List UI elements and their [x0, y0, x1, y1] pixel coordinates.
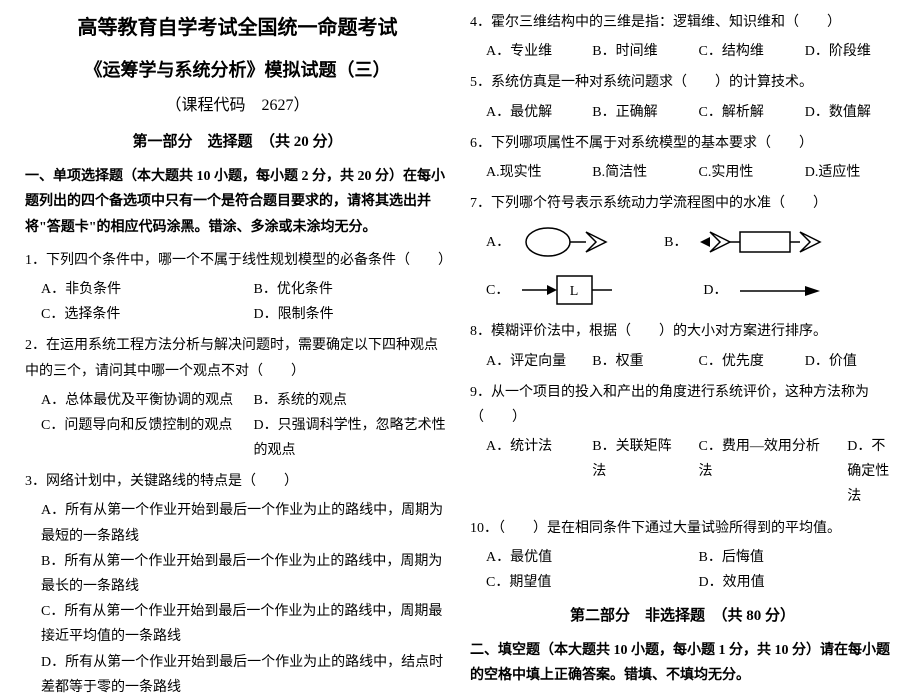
q7-opt-d-label: D．	[687, 278, 727, 303]
q3-opt-c: C．所有从第一个作业开始到最后一个作业为止的路线中，周期最接近平均值的一条路线	[25, 599, 450, 649]
svg-text:L: L	[570, 284, 579, 299]
question-4: 4．霍尔三维结构中的三维是指：逻辑维、知识维和（ ） A．专业维 B．时间维 C…	[470, 10, 895, 64]
q10-text: 10．（ ）是在相同条件下通过大量试验所得到的平均值。	[470, 516, 895, 541]
q5-opt-b: B．正确解	[576, 100, 682, 125]
question-8: 8．模糊评价法中，根据（ ）的大小对方案进行排序。 A．评定向量 B．权重 C．…	[470, 319, 895, 373]
left-column: 高等教育自学考试全国统一命题考试 《运筹学与系统分析》模拟试题（三） （课程代码…	[15, 10, 460, 641]
q1-text: 1．下列四个条件中，哪一个不属于线性规划模型的必备条件（ ）	[25, 248, 450, 273]
diagram-a-icon	[518, 222, 618, 262]
q2-opt-c: C．问题导向和反馈控制的观点	[25, 413, 238, 463]
diagram-c-icon: L	[517, 268, 617, 313]
q2-opt-a: A．总体最优及平衡协调的观点	[25, 388, 238, 413]
part1-header: 第一部分 选择题 （共 20 分）	[25, 129, 450, 156]
question-2: 2．在运用系统工程方法分析与解决问题时，需要确定以下四种观点中的三个，请问其中哪…	[25, 333, 450, 463]
q9-opt-b: B．关联矩阵法	[576, 434, 682, 510]
q10-opt-b: B．后悔值	[683, 545, 896, 570]
q6-opt-d: D.适应性	[789, 160, 895, 185]
q1-opt-a: A．非负条件	[25, 277, 238, 302]
diagram-b-icon	[695, 222, 825, 262]
q1-opt-b: B．优化条件	[238, 277, 451, 302]
q5-opt-d: D．数值解	[789, 100, 895, 125]
q6-text: 6．下列哪项属性不属于对系统模型的基本要求（ ）	[470, 131, 895, 156]
q4-opt-d: D．阶段维	[789, 39, 895, 64]
question-1: 1．下列四个条件中，哪一个不属于线性规划模型的必备条件（ ） A．非负条件 B．…	[25, 248, 450, 328]
q4-opt-a: A．专业维	[470, 39, 576, 64]
q1-opt-d: D．限制条件	[238, 302, 451, 327]
diagram-d-icon	[735, 276, 825, 306]
q5-opt-a: A．最优解	[470, 100, 576, 125]
q8-opt-c: C．优先度	[683, 349, 789, 374]
q3-opt-b: B．所有从第一个作业开始到最后一个作业为止的路线中，周期为最长的一条路线	[25, 549, 450, 599]
q7-opt-b-label: B．	[648, 230, 687, 255]
q2-text: 2．在运用系统工程方法分析与解决问题时，需要确定以下四种观点中的三个，请问其中哪…	[25, 333, 450, 383]
q2-opt-d: D．只强调科学性，忽略艺术性的观点	[238, 413, 451, 463]
section1-instruction: 一、单项选择题（本大题共 10 小题，每小题 2 分，共 20 分）在每小题列出…	[25, 164, 450, 240]
q9-opt-c: C．费用—效用分析法	[683, 434, 832, 510]
q3-opt-a: A．所有从第一个作业开始到最后一个作业为止的路线中，周期为最短的一条路线	[25, 498, 450, 548]
q6-opt-a: A.现实性	[470, 160, 576, 185]
question-5: 5．系统仿真是一种对系统问题求（ ）的计算技术。 A．最优解 B．正确解 C．解…	[470, 70, 895, 124]
q7-text: 7．下列哪个符号表示系统动力学流程图中的水准（ ）	[470, 191, 895, 216]
q10-opt-c: C．期望值	[470, 570, 683, 595]
part2-header: 第二部分 非选择题 （共 80 分）	[470, 603, 895, 630]
q4-opt-b: B．时间维	[576, 39, 682, 64]
q4-opt-c: C．结构维	[683, 39, 789, 64]
question-3: 3．网络计划中，关键路线的特点是（ ） A．所有从第一个作业开始到最后一个作业为…	[25, 469, 450, 700]
q7-opt-c-label: C．	[470, 278, 509, 303]
q10-opt-a: A．最优值	[470, 545, 683, 570]
q9-opt-d: D．不确定性法	[831, 434, 895, 510]
main-title: 高等教育自学考试全国统一命题考试	[25, 10, 450, 46]
q9-opt-a: A．统计法	[470, 434, 576, 510]
sub-title: 《运筹学与系统分析》模拟试题（三）	[25, 54, 450, 86]
question-6: 6．下列哪项属性不属于对系统模型的基本要求（ ） A.现实性 B.简洁性 C.实…	[470, 131, 895, 185]
q4-text: 4．霍尔三维结构中的三维是指：逻辑维、知识维和（ ）	[470, 10, 895, 35]
q8-text: 8．模糊评价法中，根据（ ）的大小对方案进行排序。	[470, 319, 895, 344]
right-column: 4．霍尔三维结构中的三维是指：逻辑维、知识维和（ ） A．专业维 B．时间维 C…	[460, 10, 905, 641]
q8-opt-d: D．价值	[789, 349, 895, 374]
q10-opt-d: D．效用值	[683, 570, 896, 595]
q8-opt-a: A．评定向量	[470, 349, 576, 374]
q1-opt-c: C．选择条件	[25, 302, 238, 327]
q3-text: 3．网络计划中，关键路线的特点是（ ）	[25, 469, 450, 494]
q5-text: 5．系统仿真是一种对系统问题求（ ）的计算技术。	[470, 70, 895, 95]
question-9: 9．从一个项目的投入和产出的角度进行系统评价，这种方法称为（ ） A．统计法 B…	[470, 380, 895, 510]
q6-opt-b: B.简洁性	[576, 160, 682, 185]
question-7: 7．下列哪个符号表示系统动力学流程图中的水准（ ） A． B．	[470, 191, 895, 313]
q5-opt-c: C．解析解	[683, 100, 789, 125]
q2-opt-b: B．系统的观点	[238, 388, 451, 413]
q3-opt-d: D．所有从第一个作业开始到最后一个作业为止的路线中，结点时差都等于零的一条路线	[25, 650, 450, 700]
q9-text: 9．从一个项目的投入和产出的角度进行系统评价，这种方法称为（ ）	[470, 380, 895, 430]
q8-opt-b: B．权重	[576, 349, 682, 374]
question-10: 10．（ ）是在相同条件下通过大量试验所得到的平均值。 A．最优值 B．后悔值 …	[470, 516, 895, 596]
q6-opt-c: C.实用性	[683, 160, 789, 185]
q7-opt-a-label: A．	[470, 230, 510, 255]
section2-instruction: 二、填空题（本大题共 10 小题，每小题 1 分，共 10 分）请在每小题的空格…	[470, 638, 895, 688]
course-code: （课程代码 2627）	[25, 92, 450, 121]
